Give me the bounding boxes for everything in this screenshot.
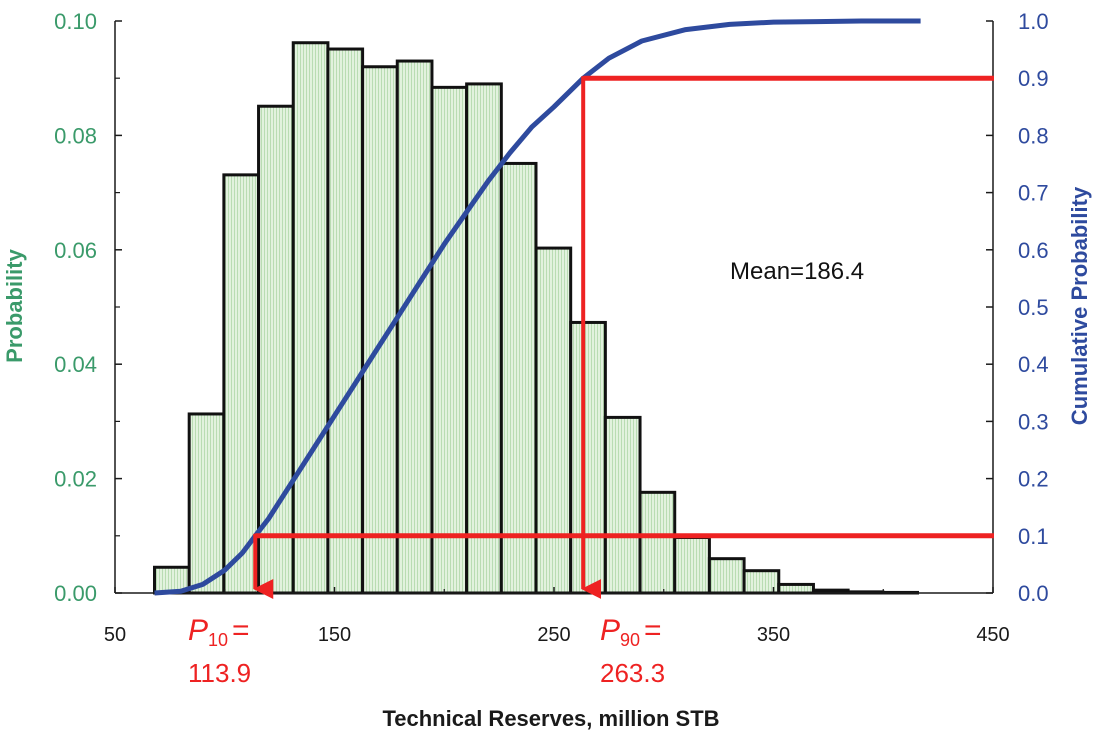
histogram-bar [291, 41, 330, 595]
histogram-bar [395, 59, 434, 595]
right-tick-label: 0.4 [1018, 352, 1049, 377]
percentile-label: P10 = [188, 614, 250, 650]
right-tick-label: 0.8 [1018, 123, 1049, 148]
histogram-bar [673, 536, 711, 595]
percentile-symbol: P [188, 614, 208, 647]
percentile-subscript: 10 [208, 630, 228, 650]
x-tick-label: 450 [976, 624, 1009, 646]
mean-label: Mean [730, 258, 790, 285]
histogram-bar [534, 246, 573, 595]
histogram-bar [326, 47, 365, 595]
x-tick-label: 50 [104, 624, 126, 646]
histogram-bar [465, 82, 503, 595]
left-tick-label: 0.00 [54, 581, 97, 606]
percentile-symbol: P [600, 614, 620, 647]
histogram-bar [569, 320, 607, 595]
histogram-bar [257, 104, 295, 595]
histogram-bars [153, 41, 919, 595]
y-axis-title-right: Cumulative Probability [1067, 186, 1092, 425]
x-axis-title: Technical Reserves, million STB [382, 706, 719, 731]
left-tick-label: 0.10 [54, 9, 97, 34]
left-tick-label: 0.06 [54, 238, 97, 263]
right-tick-label: 0.7 [1018, 181, 1049, 206]
histogram-bar [222, 173, 261, 595]
mean-value: 186.4 [804, 258, 864, 285]
x-tick-label: 350 [757, 624, 790, 646]
right-tick-label: 0.3 [1018, 409, 1049, 434]
percentile-subscript: 90 [620, 630, 640, 650]
right-tick-label: 0.2 [1018, 467, 1049, 492]
right-tick-label: 0.6 [1018, 238, 1049, 263]
left-tick-label: 0.08 [54, 123, 97, 148]
tick-labels: 0.00 0.02 0.04 0.06 0.08 0.10 0.0 0.1 0.2 0.3 0.4 0… [54, 9, 1048, 646]
right-tick-label: 0.5 [1018, 295, 1049, 320]
right-tick-label: 0.9 [1018, 66, 1049, 91]
histogram-bar [638, 490, 677, 595]
percentile-value: 263.3 [600, 658, 665, 688]
right-tick-label: 0.1 [1018, 524, 1049, 549]
histogram-bar [430, 85, 469, 595]
histogram-bar [603, 415, 642, 595]
percentile-value: 113.9 [188, 658, 251, 688]
histogram-bar [777, 582, 815, 595]
cumulative-probability-line [154, 18, 921, 596]
histogram-bar [187, 412, 226, 595]
y-axis-title-left: Probability [2, 248, 27, 362]
left-tick-label: 0.04 [54, 352, 97, 377]
x-tick-label: 250 [537, 624, 570, 646]
right-tick-label: 0.0 [1018, 581, 1049, 606]
histogram-bar [707, 557, 746, 595]
mean-annotation: Mean=186.4 [730, 258, 864, 285]
right-tick-label: 1.0 [1018, 9, 1049, 34]
histogram-bar [499, 161, 538, 595]
mean-equals: = [790, 258, 804, 285]
x-tick-label: 150 [318, 624, 351, 646]
percentile-equals: = [644, 614, 662, 647]
left-tick-label: 0.02 [54, 467, 97, 492]
percentile-equals: = [232, 614, 250, 647]
percentile-label: P90 = [600, 614, 662, 650]
